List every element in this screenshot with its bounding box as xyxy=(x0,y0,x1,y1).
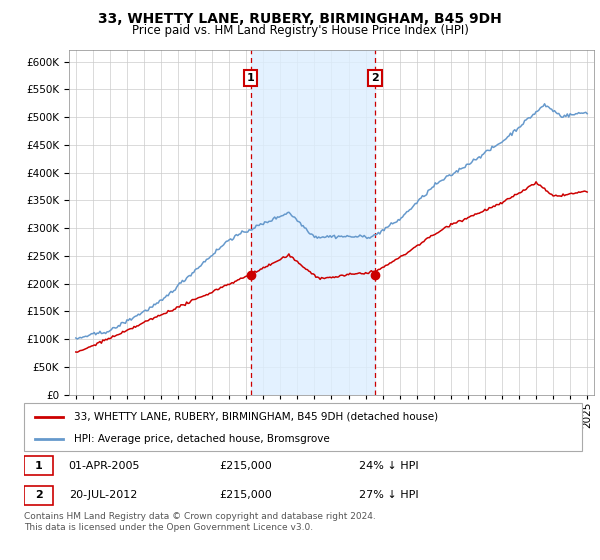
Text: Contains HM Land Registry data © Crown copyright and database right 2024.
This d: Contains HM Land Registry data © Crown c… xyxy=(24,512,376,532)
Text: 01-APR-2005: 01-APR-2005 xyxy=(68,461,140,471)
FancyBboxPatch shape xyxy=(24,486,53,505)
Text: HPI: Average price, detached house, Bromsgrove: HPI: Average price, detached house, Brom… xyxy=(74,434,330,444)
Text: 33, WHETTY LANE, RUBERY, BIRMINGHAM, B45 9DH (detached house): 33, WHETTY LANE, RUBERY, BIRMINGHAM, B45… xyxy=(74,412,439,422)
Text: £215,000: £215,000 xyxy=(220,490,272,500)
Text: 2: 2 xyxy=(371,73,379,83)
FancyBboxPatch shape xyxy=(24,456,53,475)
Text: 2: 2 xyxy=(35,490,43,500)
Text: 33, WHETTY LANE, RUBERY, BIRMINGHAM, B45 9DH: 33, WHETTY LANE, RUBERY, BIRMINGHAM, B45… xyxy=(98,12,502,26)
Text: 24% ↓ HPI: 24% ↓ HPI xyxy=(359,461,418,471)
FancyBboxPatch shape xyxy=(24,403,582,451)
Text: Price paid vs. HM Land Registry's House Price Index (HPI): Price paid vs. HM Land Registry's House … xyxy=(131,24,469,36)
Bar xyxy=(251,50,375,395)
Text: 1: 1 xyxy=(35,461,43,471)
Text: 20-JUL-2012: 20-JUL-2012 xyxy=(68,490,137,500)
Text: £215,000: £215,000 xyxy=(220,461,272,471)
Text: 27% ↓ HPI: 27% ↓ HPI xyxy=(359,490,418,500)
Text: 1: 1 xyxy=(247,73,254,83)
